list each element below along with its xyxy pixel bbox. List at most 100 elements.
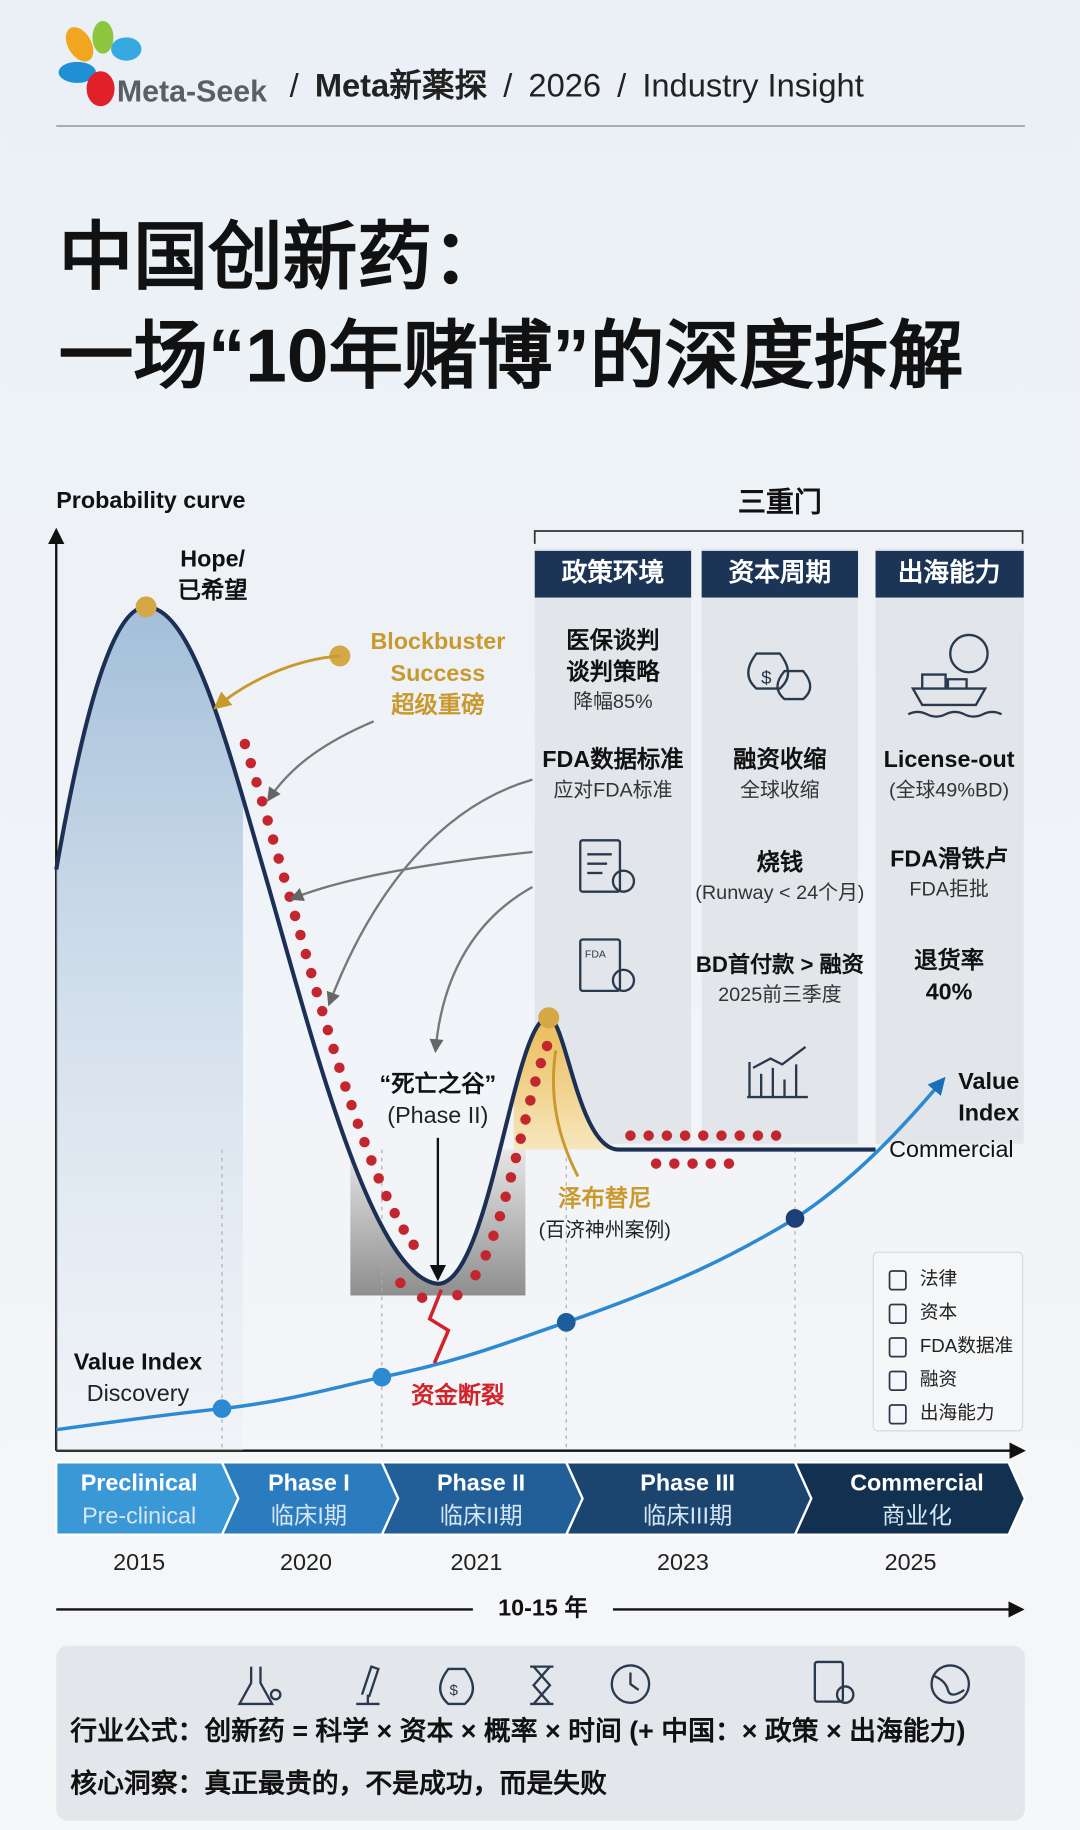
risk-dot xyxy=(256,796,268,807)
stage-sub: 临床I期 xyxy=(271,1502,347,1528)
risk-dot xyxy=(340,1081,351,1092)
annotation: Commercial xyxy=(889,1136,1013,1162)
risk-dot xyxy=(381,1190,392,1202)
risk-dot xyxy=(705,1158,716,1169)
stage-sub: Pre-clinical xyxy=(82,1502,196,1528)
panel-title: 政策环境 xyxy=(562,557,665,587)
risk-dot xyxy=(488,1230,499,1242)
crack xyxy=(427,1288,451,1364)
breadcrumb-item: Industry Insight xyxy=(642,66,863,103)
risk-dot xyxy=(300,948,312,960)
risk-dot xyxy=(723,1158,735,1169)
risk-dot xyxy=(289,910,301,922)
risk-dot xyxy=(530,1076,541,1087)
panel-item: FDA滑铁卢 xyxy=(890,845,1008,871)
formula: 行业公式：创新药 = 科学 × 资本 × 概率 × 时间 (+ 中国：× 政策 … xyxy=(69,1715,965,1746)
stage-name: Phase I xyxy=(268,1470,350,1496)
risk-dot xyxy=(661,1130,673,1141)
risk-dot xyxy=(328,1043,339,1055)
stage-name: Preclinical xyxy=(81,1470,198,1496)
stages: Preclinical Pre-clinical 2015 Phase I 临床I期 20… xyxy=(55,1461,1027,1575)
annotation: (Phase II) xyxy=(387,1102,488,1128)
summary-box xyxy=(56,1645,1025,1821)
legend-label: 资本 xyxy=(920,1302,957,1323)
gates-title: 三重门 xyxy=(738,487,822,518)
stage-name: Phase III xyxy=(640,1470,735,1496)
formula-icons: $ xyxy=(237,1660,971,1706)
risk-dot xyxy=(687,1158,698,1169)
annotation: 已希望 xyxy=(178,576,248,603)
annotation: Success xyxy=(391,660,486,686)
risk-dot xyxy=(416,1292,428,1303)
panel-title: 出海能力 xyxy=(898,557,1001,587)
risk-dot xyxy=(643,1130,654,1141)
bracket xyxy=(533,530,1024,544)
risk-dot xyxy=(398,1224,409,1235)
annotation: Hope/ xyxy=(180,545,245,571)
pointer-arrows xyxy=(267,720,533,1054)
stage-sub: 临床III期 xyxy=(643,1502,732,1528)
panel-item: 融资收缩 xyxy=(733,745,826,772)
icons: FDA $ xyxy=(579,633,1003,1099)
risk-dot xyxy=(470,1269,481,1281)
brand: Meta-Seek xyxy=(117,75,267,108)
stage-sub: 商业化 xyxy=(882,1502,952,1528)
stage-sub: 临床II期 xyxy=(440,1502,523,1528)
title: 中国创新药： xyxy=(59,214,507,298)
annotation: Discovery xyxy=(87,1380,190,1406)
risk-dot xyxy=(295,929,306,941)
stage-year: 2020 xyxy=(280,1549,332,1575)
annotation: Blockbuster xyxy=(370,628,505,654)
svg-text:$: $ xyxy=(450,1682,459,1699)
panel-header xyxy=(534,550,692,598)
risk-dot xyxy=(395,1277,406,1289)
breadcrumb-item: 2026 xyxy=(528,66,601,103)
annotation: Value Index xyxy=(74,1348,202,1374)
panel xyxy=(875,548,1024,1144)
separator: / xyxy=(290,66,300,103)
stage-year: 2025 xyxy=(885,1549,937,1575)
risk-dot xyxy=(734,1130,745,1141)
legend-icon xyxy=(888,1370,907,1391)
risk-dot xyxy=(311,986,322,998)
risk-dot xyxy=(515,1133,526,1144)
panel-item: 退货率 xyxy=(914,946,984,973)
risk-dot xyxy=(698,1130,709,1141)
svg-text:$: $ xyxy=(761,667,772,688)
stage-year: 2023 xyxy=(657,1549,709,1575)
risk-dot xyxy=(373,1173,384,1184)
risk-dot xyxy=(494,1211,506,1222)
legend-box xyxy=(872,1251,1024,1432)
panel-item: 降幅85% xyxy=(573,691,652,713)
risk-dot xyxy=(251,776,262,788)
legend-icon xyxy=(888,1404,907,1425)
panel-item: 全球收缩 xyxy=(740,780,819,802)
annotation: 资金断裂 xyxy=(411,1381,505,1408)
risk-dot xyxy=(245,757,257,769)
stage-name: Phase II xyxy=(437,1470,525,1496)
risk-dot xyxy=(239,738,251,750)
marker xyxy=(538,1007,560,1029)
logo: Meta-Seek xyxy=(58,21,267,108)
stage-name: Commercial xyxy=(850,1470,984,1496)
risk-dot xyxy=(273,853,284,864)
breadcrumb-item: Meta新薬探 xyxy=(315,66,488,103)
breadcrumb: / Meta新薬探 / 2026 / Industry Insight xyxy=(290,66,864,103)
risk-dot xyxy=(679,1130,691,1141)
separator: / xyxy=(617,66,627,103)
annotation: Value xyxy=(958,1068,1019,1094)
panel-item: FDA拒批 xyxy=(909,879,988,901)
risk-dot xyxy=(480,1250,492,1261)
legend-label: 法律 xyxy=(920,1268,957,1289)
legend-label: 出海能力 xyxy=(920,1402,995,1423)
value-index-points xyxy=(212,1209,805,1419)
stage-year: 2015 xyxy=(113,1549,165,1575)
risk-dots xyxy=(239,738,782,1303)
legend-icon xyxy=(888,1270,907,1291)
panel-item: 2025前三季度 xyxy=(718,984,842,1006)
risk-dot xyxy=(306,967,317,979)
peak-marker xyxy=(135,596,157,618)
